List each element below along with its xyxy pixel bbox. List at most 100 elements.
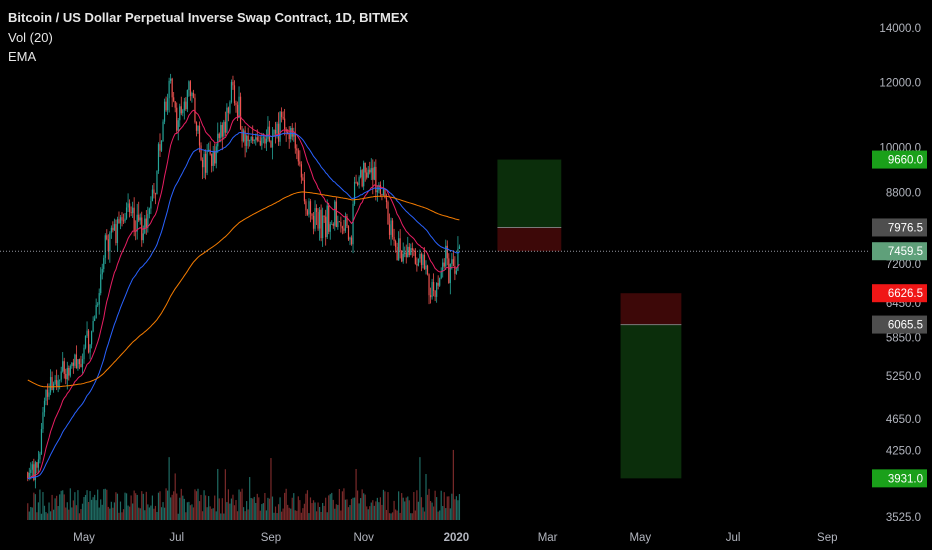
- candle-body: [360, 170, 362, 178]
- candle-body: [69, 366, 71, 376]
- volume-bar: [357, 490, 359, 520]
- volume-bar: [398, 491, 400, 520]
- volume-bar: [347, 507, 350, 520]
- short-target-zone[interactable]: [620, 324, 682, 479]
- candle-body: [296, 148, 298, 151]
- volume-bar: [174, 473, 176, 520]
- price-tag-red[interactable]: 6626.5: [872, 284, 927, 303]
- ema-lines: [27, 109, 460, 480]
- chart-title: Bitcoin / US Dollar Perpetual Inverse Sw…: [8, 10, 409, 25]
- volume-bar: [198, 501, 201, 520]
- price-tag-green[interactable]: 9660.0: [872, 150, 927, 169]
- candle-body: [413, 250, 415, 252]
- volume-bar: [322, 502, 324, 520]
- candle-body: [252, 136, 254, 141]
- candle-body: [107, 239, 109, 252]
- candle-body: [344, 216, 347, 231]
- time-tick-label: Jul: [169, 532, 184, 544]
- ema-indicator-label[interactable]: EMA: [8, 49, 37, 64]
- candle-body: [138, 214, 140, 221]
- long-stop-zone[interactable]: [497, 227, 562, 252]
- volume-bar: [305, 493, 307, 520]
- candle-body: [48, 392, 50, 397]
- volume-bar: [89, 491, 91, 520]
- candle-body: [256, 137, 258, 141]
- candle-body: [325, 216, 327, 238]
- volume-bar: [144, 510, 146, 520]
- candle-body: [40, 429, 43, 454]
- volume-bar: [346, 499, 348, 520]
- candle-body: [192, 92, 195, 98]
- price-tag-gray[interactable]: 7976.5: [872, 218, 927, 237]
- candle-body: [165, 101, 167, 111]
- long-target-zone[interactable]: [497, 159, 562, 228]
- volume-bar: [98, 507, 100, 520]
- candle-body: [255, 137, 257, 140]
- price-tag-green[interactable]: 3931.0: [872, 469, 927, 488]
- candle-body: [398, 238, 400, 261]
- candle-body: [42, 412, 44, 430]
- candle-body: [297, 150, 299, 162]
- candle-body: [294, 132, 296, 149]
- candle-body: [119, 217, 122, 224]
- candle-body: [39, 453, 41, 460]
- volume-bar: [291, 497, 293, 520]
- price-tag-box: [872, 242, 927, 261]
- candle-body: [83, 347, 85, 360]
- price-tick-label: 4650.0: [886, 414, 921, 426]
- volume-bar: [416, 490, 418, 520]
- candle-body: [227, 107, 229, 113]
- volume-bar: [165, 488, 167, 520]
- volume-bar: [381, 504, 383, 520]
- volume-bar: [45, 512, 47, 520]
- candle-body: [197, 125, 199, 131]
- volume-bar: [384, 491, 386, 520]
- candle-body: [265, 138, 267, 144]
- price-tag-label: 7976.5: [888, 222, 923, 234]
- candle-body: [284, 118, 286, 129]
- price-tag-current[interactable]: 7459.5: [872, 242, 927, 261]
- price-tag-label: 6626.5: [888, 288, 923, 300]
- candle-body: [335, 201, 337, 228]
- candle-body: [393, 237, 395, 242]
- candle-body: [439, 278, 441, 286]
- short-stop-zone[interactable]: [620, 293, 682, 325]
- candle-body: [147, 213, 149, 228]
- volume-bar: [233, 505, 236, 520]
- candle-body: [309, 201, 312, 214]
- volume-bar: [94, 494, 96, 520]
- candle-body: [97, 304, 99, 306]
- volume-bars: [27, 449, 461, 520]
- volume-bar: [200, 494, 202, 520]
- candle-body: [277, 123, 280, 142]
- candle-body: [303, 180, 305, 202]
- volume-bar: [311, 503, 313, 520]
- price-tag-gray[interactable]: 6065.5: [872, 315, 927, 334]
- volume-bar: [382, 489, 385, 520]
- volume-bar: [145, 491, 147, 520]
- volume-bar: [100, 499, 102, 520]
- candle-body: [279, 111, 281, 142]
- candle-body: [328, 205, 330, 232]
- volume-bar: [363, 493, 365, 520]
- volume-bar: [328, 495, 330, 520]
- candle-body: [163, 101, 166, 122]
- volume-bar: [366, 506, 368, 520]
- candle-body: [186, 90, 188, 110]
- volume-bar: [75, 505, 77, 520]
- candle-body: [194, 97, 196, 123]
- candle-body: [132, 207, 134, 214]
- volume-bar: [437, 511, 439, 520]
- volume-bar: [352, 497, 354, 520]
- volume-bar: [125, 493, 128, 520]
- volume-bar: [27, 503, 29, 520]
- volume-bar: [395, 509, 397, 520]
- candle-body: [211, 153, 213, 166]
- candle-body: [95, 305, 97, 319]
- candle-body: [442, 262, 444, 272]
- volume-bar: [288, 507, 290, 520]
- volume-indicator-label[interactable]: Vol (20): [8, 30, 53, 45]
- candle-body: [391, 220, 394, 238]
- candle-body: [241, 129, 243, 142]
